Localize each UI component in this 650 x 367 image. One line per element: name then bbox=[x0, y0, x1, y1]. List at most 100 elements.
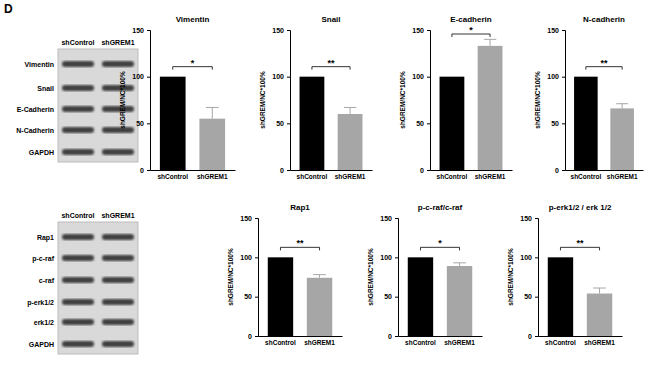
y-tick: 150 bbox=[272, 27, 290, 34]
blot-band bbox=[62, 319, 94, 325]
plot-area bbox=[548, 257, 612, 336]
y-tick: 0 bbox=[280, 167, 290, 174]
significance: * bbox=[173, 58, 213, 70]
x-axis-line bbox=[566, 170, 644, 171]
x-tick: shControl bbox=[571, 170, 602, 180]
y-axis-label: shGREM/NC*100% bbox=[119, 71, 126, 129]
x-tick: shControl bbox=[265, 336, 296, 346]
x-axis-line bbox=[291, 170, 373, 171]
plot-area bbox=[574, 77, 634, 170]
y-tick: 0 bbox=[140, 167, 150, 174]
chart-title: Vimentin bbox=[176, 15, 210, 24]
blot-column-label: shControl bbox=[61, 39, 94, 46]
bar bbox=[268, 257, 293, 336]
x-tick: shControl bbox=[297, 170, 328, 180]
plot-area bbox=[268, 257, 332, 336]
bar bbox=[440, 77, 465, 170]
blot-band bbox=[62, 61, 94, 67]
y-tick-mark bbox=[147, 77, 150, 78]
y-tick-label: 150 bbox=[132, 27, 144, 34]
y-tick: 100 bbox=[240, 254, 258, 261]
y-tick-label: 50 bbox=[524, 293, 532, 300]
y-axis: 050100150 bbox=[520, 215, 538, 340]
blot-band bbox=[102, 106, 134, 112]
error-bar bbox=[453, 263, 466, 266]
x-tick-label: shGREM1 bbox=[304, 339, 335, 346]
y-tick: 50 bbox=[524, 293, 538, 300]
blot-row-label: p-c-raf bbox=[32, 255, 54, 263]
y-axis-label: shGREM/NC*100% bbox=[507, 248, 514, 306]
y-tick-label: 0 bbox=[388, 333, 392, 340]
x-axis-line bbox=[431, 170, 513, 171]
bar-chart: p-erk1/2 / erk 1/2shGREM/NC*100%05010015… bbox=[507, 203, 623, 346]
blot-band bbox=[62, 127, 94, 133]
y-tick: 0 bbox=[555, 167, 565, 174]
y-tick: 50 bbox=[384, 293, 398, 300]
significance-label: * bbox=[191, 58, 195, 68]
blot-band bbox=[62, 277, 94, 283]
y-tick-mark bbox=[395, 336, 398, 337]
bar bbox=[199, 119, 225, 170]
plot-area bbox=[160, 77, 225, 170]
blot-band bbox=[102, 299, 134, 305]
y-tick-mark bbox=[287, 170, 290, 171]
error-bar bbox=[206, 107, 219, 118]
bar-chart: SnailshGREM/NC*100%050100150shControlshG… bbox=[259, 15, 373, 180]
blot-band bbox=[102, 341, 134, 347]
panel-label: D bbox=[4, 2, 13, 16]
y-axis-label: shGREM/NC*100% bbox=[367, 248, 374, 306]
x-tick: shControl bbox=[545, 336, 576, 346]
y-tick-mark bbox=[427, 170, 430, 171]
y-tick-label: 0 bbox=[140, 167, 144, 174]
blot-row-label: erk1/2 bbox=[34, 319, 54, 326]
y-tick-label: 100 bbox=[412, 73, 424, 80]
x-tick-label: shGREM1 bbox=[584, 339, 615, 346]
y-tick-mark bbox=[255, 336, 258, 337]
blot-row-label: GAPDH bbox=[29, 149, 54, 156]
x-tick-label: shGREM1 bbox=[475, 173, 506, 180]
x-axis: shControlshGREM1 bbox=[291, 170, 373, 180]
y-axis-line bbox=[427, 31, 431, 171]
y-tick-mark bbox=[255, 297, 258, 298]
x-tick: shGREM1 bbox=[304, 336, 335, 346]
x-tick: shControl bbox=[405, 336, 436, 346]
x-axis: shControl shGREM1 bbox=[539, 336, 623, 346]
y-tick-label: 150 bbox=[272, 27, 284, 34]
bar bbox=[307, 278, 332, 336]
significance: ** bbox=[280, 238, 319, 250]
y-tick: 100 bbox=[412, 73, 430, 80]
blot: shControlshGREM1Rap1p-c-rafc-rafp-erk1/2… bbox=[27, 212, 138, 354]
y-tick-label: 150 bbox=[412, 27, 424, 34]
blot-row-label: E-Cadherin bbox=[17, 106, 54, 113]
significance: * bbox=[420, 238, 459, 250]
y-tick: 50 bbox=[276, 120, 290, 127]
x-axis: shControl shGREM1 bbox=[259, 336, 343, 346]
error-bar-stem bbox=[490, 39, 491, 46]
x-tick: shGREM1 bbox=[444, 336, 475, 346]
y-axis-label: shGREM/NC*100% bbox=[259, 71, 266, 129]
blot-row-label: Vimentin bbox=[25, 61, 54, 68]
y-tick: 100 bbox=[520, 254, 538, 261]
y-tick: 150 bbox=[132, 27, 150, 34]
y-tick-label: 0 bbox=[420, 167, 424, 174]
error-bar-cap bbox=[616, 103, 628, 104]
y-tick-mark bbox=[562, 170, 565, 171]
y-axis-label: shGREM/NC*100% bbox=[227, 248, 234, 306]
bar bbox=[300, 77, 325, 170]
x-tick-label: shGREM1 bbox=[444, 339, 475, 346]
blot-band bbox=[102, 85, 134, 91]
x-tick: shGREM1 bbox=[197, 170, 228, 180]
y-tick-label: 100 bbox=[240, 254, 252, 261]
blot-band bbox=[62, 234, 94, 240]
y-tick-label: 150 bbox=[240, 215, 252, 222]
y-tick: 0 bbox=[248, 333, 258, 340]
blot-row-label: N-Cadherin bbox=[16, 127, 54, 134]
x-axis-line bbox=[539, 336, 623, 337]
y-tick-label: 50 bbox=[276, 120, 284, 127]
y-tick-mark bbox=[147, 123, 150, 124]
y-tick-label: 50 bbox=[551, 120, 559, 127]
blot-band bbox=[102, 277, 134, 283]
blot-band bbox=[102, 61, 134, 67]
y-tick-label: 0 bbox=[555, 167, 559, 174]
x-tick-label: shControl bbox=[265, 339, 296, 346]
